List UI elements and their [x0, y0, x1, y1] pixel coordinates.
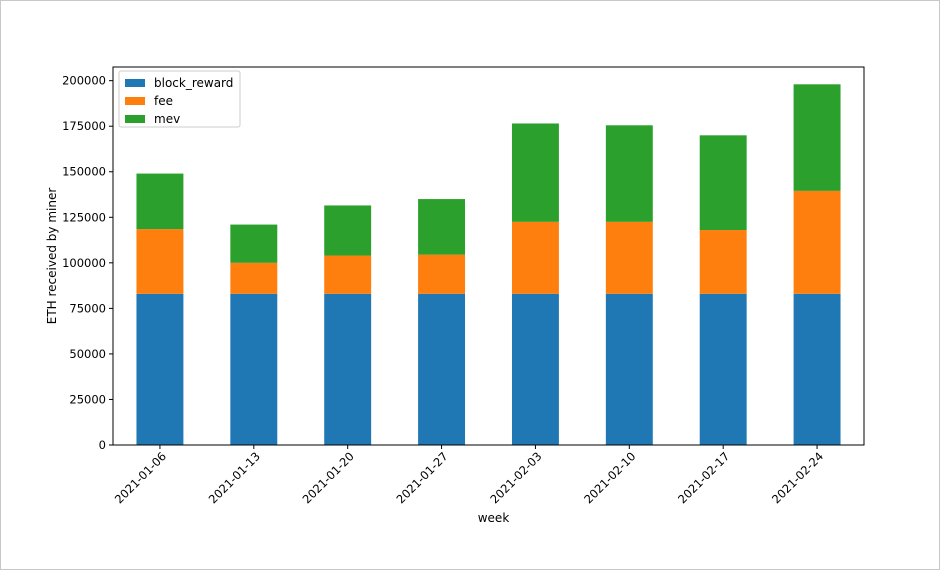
bar-block_reward-2021-01-06 [136, 293, 184, 445]
bar-block_reward-2021-01-13 [230, 293, 278, 445]
x-tick-label: 2021-01-06 [112, 449, 169, 506]
x-tick-label: 2021-02-17 [675, 449, 732, 506]
bar-mev-2021-02-03 [511, 123, 559, 222]
y-tick-label: 125000 [62, 210, 106, 224]
bar-block_reward-2021-02-03 [511, 293, 559, 445]
bar-fee-2021-02-03 [511, 221, 559, 294]
legend-label-block_reward: block_reward [154, 76, 233, 90]
x-tick-label: 2021-02-24 [769, 449, 826, 506]
y-tick-label: 0 [99, 438, 106, 452]
x-tick-label: 2021-02-10 [581, 449, 638, 506]
y-axis-label: ETH received by miner [45, 188, 59, 325]
bar-mev-2021-02-10 [605, 125, 653, 222]
bar-fee-2021-02-17 [699, 230, 747, 294]
legend-label-fee: fee [154, 94, 173, 108]
x-axis-label: week [478, 511, 510, 525]
y-tick-label: 175000 [62, 119, 106, 133]
y-axis-ticks: 0 25000 50000 75000 100000 125000 150000 175000… [62, 74, 113, 452]
bar-fee-2021-01-13 [230, 262, 278, 294]
bar-mev-2021-02-17 [699, 135, 747, 231]
legend-swatch-mev [125, 115, 145, 123]
legend-box [118, 70, 241, 128]
bar-fee-2021-01-06 [136, 229, 184, 294]
bar-mev-2021-01-27 [418, 199, 466, 255]
bar-mev-2021-02-24 [793, 84, 841, 191]
y-tick-label: 50000 [69, 347, 106, 361]
y-tick-label: 150000 [62, 165, 106, 179]
x-axis-ticks: 2021-01-06 2021-01-13 2021-01-20 2021-01-27… [112, 445, 826, 506]
bar-block_reward-2021-02-17 [699, 293, 747, 445]
bar-block_reward-2021-01-20 [324, 293, 372, 445]
bar-block_reward-2021-01-27 [418, 293, 466, 445]
x-tick-label: 2021-01-20 [300, 449, 357, 506]
x-tick-label: 2021-02-03 [487, 449, 544, 506]
bar-fee-2021-01-20 [324, 255, 372, 294]
plot-area-border [112, 66, 865, 446]
bar-fee-2021-02-24 [793, 190, 841, 294]
y-tick-label: 25000 [69, 392, 106, 406]
bars-group [136, 84, 841, 445]
x-tick-label: 2021-01-13 [206, 449, 263, 506]
bar-mev-2021-01-06 [136, 173, 184, 230]
legend-label-mev: mev [154, 112, 180, 126]
y-tick-label: 100000 [62, 256, 106, 270]
x-tick-label: 2021-01-27 [394, 449, 451, 506]
bar-mev-2021-01-20 [324, 205, 372, 256]
bar-block_reward-2021-02-24 [793, 293, 841, 445]
legend-swatch-fee [125, 97, 145, 105]
bar-fee-2021-02-10 [605, 221, 653, 294]
y-tick-label: 200000 [62, 74, 106, 88]
bar-mev-2021-01-13 [230, 224, 278, 263]
bar-block_reward-2021-02-10 [605, 293, 653, 445]
bar-fee-2021-01-27 [418, 254, 466, 294]
y-tick-label: 75000 [69, 301, 106, 315]
legend-swatch-block_reward [125, 79, 145, 87]
